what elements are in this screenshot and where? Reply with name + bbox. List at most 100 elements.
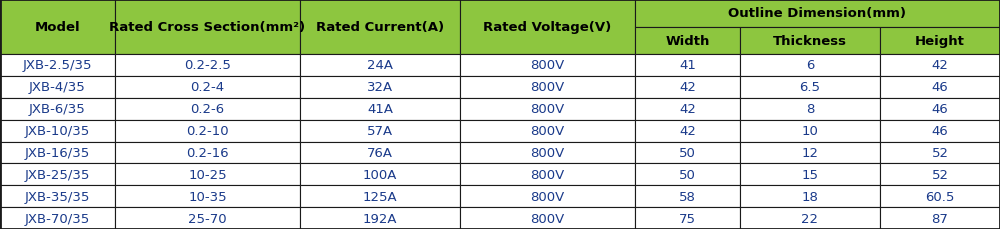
Bar	[740, 98, 880, 120]
Text: 58: 58	[679, 190, 696, 203]
Text: 10: 10	[802, 125, 818, 137]
Bar	[0, 55, 115, 76]
Bar	[740, 76, 880, 98]
Bar	[635, 120, 740, 142]
Bar	[635, 207, 740, 229]
Text: 6.5: 6.5	[800, 81, 820, 94]
Bar	[740, 164, 880, 185]
Text: 10-35: 10-35	[188, 190, 227, 203]
Bar	[0, 142, 115, 164]
Text: 42: 42	[679, 81, 696, 94]
Bar	[0, 185, 115, 207]
Text: 52: 52	[932, 146, 948, 159]
Text: JXB-70/35: JXB-70/35	[25, 212, 90, 225]
Text: Height: Height	[915, 35, 965, 48]
Bar	[635, 55, 740, 76]
Bar	[635, 76, 740, 98]
Bar	[460, 55, 635, 76]
Text: 15: 15	[802, 168, 818, 181]
Text: 50: 50	[679, 146, 696, 159]
Text: 800V: 800V	[530, 81, 565, 94]
Bar	[740, 55, 880, 76]
Bar	[880, 142, 1000, 164]
Text: 52: 52	[932, 168, 948, 181]
Bar	[300, 164, 460, 185]
Text: 800V: 800V	[530, 190, 565, 203]
Text: 0.2-4: 0.2-4	[190, 81, 225, 94]
Bar	[635, 28, 740, 55]
Text: 10-25: 10-25	[188, 168, 227, 181]
Text: Outline Dimension(mm): Outline Dimension(mm)	[728, 8, 906, 20]
Text: 800V: 800V	[530, 125, 565, 137]
Text: 18: 18	[802, 190, 818, 203]
Text: 800V: 800V	[530, 103, 565, 116]
Bar	[740, 142, 880, 164]
Text: Model: Model	[35, 21, 80, 34]
Bar	[635, 98, 740, 120]
Bar	[635, 142, 740, 164]
Text: 0.2-16: 0.2-16	[186, 146, 229, 159]
Text: 41: 41	[679, 59, 696, 72]
Bar	[0, 164, 115, 185]
Bar	[0, 0, 115, 55]
Text: 0.2-10: 0.2-10	[186, 125, 229, 137]
Bar	[0, 120, 115, 142]
Text: 100A: 100A	[363, 168, 397, 181]
Text: 76A: 76A	[367, 146, 393, 159]
Bar	[880, 120, 1000, 142]
Text: Rated Current(A): Rated Current(A)	[316, 21, 444, 34]
Bar	[740, 120, 880, 142]
Text: 42: 42	[679, 125, 696, 137]
Bar	[300, 142, 460, 164]
Bar	[635, 164, 740, 185]
Text: JXB-6/35: JXB-6/35	[29, 103, 86, 116]
Text: JXB-25/35: JXB-25/35	[25, 168, 90, 181]
Text: Rated Voltage(V): Rated Voltage(V)	[483, 21, 612, 34]
Bar	[300, 185, 460, 207]
Text: 800V: 800V	[530, 212, 565, 225]
Bar	[880, 164, 1000, 185]
Text: 46: 46	[932, 103, 948, 116]
Bar	[460, 120, 635, 142]
Text: 125A: 125A	[363, 190, 397, 203]
Text: 46: 46	[932, 125, 948, 137]
Bar	[115, 76, 300, 98]
Text: 800V: 800V	[530, 146, 565, 159]
Bar	[300, 0, 460, 55]
Text: 87: 87	[932, 212, 948, 225]
Bar	[880, 76, 1000, 98]
Bar	[880, 28, 1000, 55]
Text: 22: 22	[802, 212, 818, 225]
Bar	[880, 98, 1000, 120]
Text: Thickness: Thickness	[773, 35, 847, 48]
Text: 24A: 24A	[367, 59, 393, 72]
Bar	[740, 185, 880, 207]
Bar	[740, 207, 880, 229]
Text: 0.2-2.5: 0.2-2.5	[184, 59, 231, 72]
Bar	[115, 142, 300, 164]
Bar	[300, 76, 460, 98]
Bar	[880, 207, 1000, 229]
Text: 57A: 57A	[367, 125, 393, 137]
Bar	[460, 185, 635, 207]
Text: JXB-4/35: JXB-4/35	[29, 81, 86, 94]
Text: 32A: 32A	[367, 81, 393, 94]
Text: 192A: 192A	[363, 212, 397, 225]
Text: 0.2-6: 0.2-6	[190, 103, 225, 116]
Text: 6: 6	[806, 59, 814, 72]
Bar	[460, 207, 635, 229]
Bar	[740, 28, 880, 55]
Text: 800V: 800V	[530, 168, 565, 181]
Bar	[460, 0, 635, 55]
Text: JXB-35/35: JXB-35/35	[25, 190, 90, 203]
Bar	[0, 207, 115, 229]
Bar	[460, 76, 635, 98]
Text: 800V: 800V	[530, 59, 565, 72]
Bar	[300, 120, 460, 142]
Text: Rated Cross Section(mm²): Rated Cross Section(mm²)	[109, 21, 306, 34]
Text: 46: 46	[932, 81, 948, 94]
Bar	[880, 55, 1000, 76]
Bar	[115, 164, 300, 185]
Text: JXB-2.5/35: JXB-2.5/35	[23, 59, 92, 72]
Text: 25-70: 25-70	[188, 212, 227, 225]
